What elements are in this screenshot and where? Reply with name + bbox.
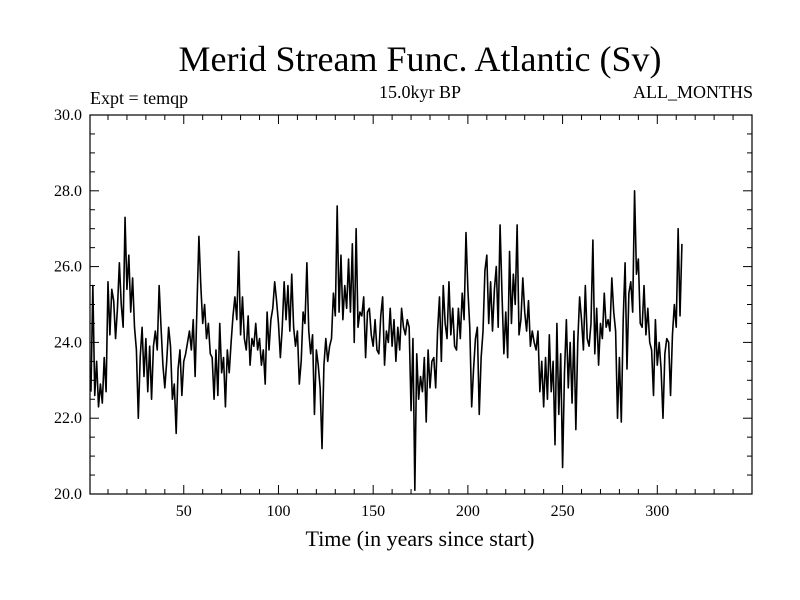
experiment-label: Expt = temqp	[90, 88, 189, 108]
chart-subtitle: 15.0kyr BP	[378, 82, 461, 102]
x-tick-label: 150	[361, 503, 385, 520]
x-tick-label: 300	[645, 503, 669, 520]
y-tick-label: 22.0	[54, 410, 82, 427]
y-tick-label: 20.0	[54, 486, 82, 503]
tick-labels: 50 100 150 200 250 300 20.0 22.0 24.0 26.0 28.0 30.…	[54, 107, 669, 520]
chart-title: Merid Stream Func. Atlantic (Sv)	[178, 39, 662, 79]
axis-ticks	[90, 114, 753, 495]
x-tick-label: 100	[266, 503, 290, 520]
y-tick-label: 26.0	[54, 259, 82, 276]
y-tick-label: 24.0	[54, 334, 82, 351]
x-axis-label: Time (in years since start)	[305, 526, 535, 551]
plot-frame	[89, 114, 753, 495]
series-group	[90, 190, 683, 492]
series-line	[90, 190, 683, 492]
months-label: ALL_MONTHS	[633, 82, 753, 102]
y-tick-label: 28.0	[54, 183, 82, 200]
x-tick-label: 200	[456, 503, 480, 520]
x-tick-label: 250	[551, 503, 575, 520]
x-tick-label: 50	[176, 503, 192, 520]
y-tick-label: 30.0	[54, 107, 82, 124]
